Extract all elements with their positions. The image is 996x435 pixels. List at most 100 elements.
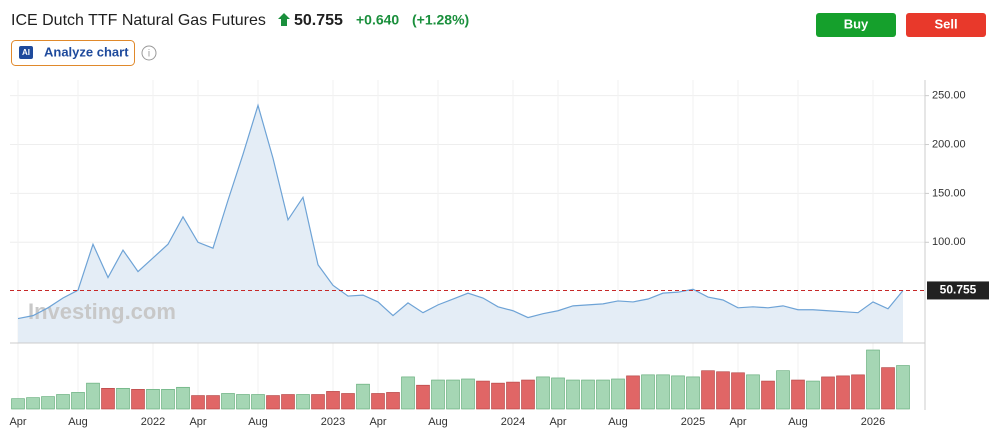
ai-badge-text[interactable]: AI <box>22 48 30 57</box>
x-tick-label: Apr <box>549 416 566 428</box>
change-percent: (+1.28%) <box>412 12 469 28</box>
x-tick-label: 2026 <box>861 416 885 428</box>
volume-bar <box>206 395 220 410</box>
volume-bar <box>221 393 235 410</box>
volume-bar <box>311 394 325 410</box>
x-tick-label: Apr <box>9 416 26 428</box>
volume-bar <box>371 393 385 410</box>
volume-bar <box>581 379 595 410</box>
volume-bar <box>626 375 640 410</box>
volume-bar <box>596 379 610 410</box>
volume-bar <box>266 395 280 410</box>
volume-bar <box>656 374 670 410</box>
volume-bar <box>521 379 535 410</box>
volume-bar <box>551 377 565 410</box>
analyze-button[interactable] <box>11 40 135 66</box>
x-tick-label: Apr <box>189 416 206 428</box>
x-tick-label: Aug <box>788 416 808 428</box>
volume-bar <box>11 398 25 410</box>
x-tick-label: 2022 <box>141 416 165 428</box>
x-tick-label: Aug <box>608 416 628 428</box>
volume-bar <box>476 380 490 410</box>
volume-bar <box>686 376 700 410</box>
volume-bar <box>866 349 880 410</box>
volume-bar <box>806 380 820 410</box>
volume-bar <box>386 392 400 410</box>
volume-bar <box>326 391 340 410</box>
volume-bar <box>116 387 130 410</box>
volume-bar <box>26 397 40 410</box>
volume-bar <box>761 380 775 410</box>
volume-bar <box>836 375 850 410</box>
price: 50.755 <box>294 12 343 29</box>
up-arrow <box>278 13 290 26</box>
volume-bar <box>491 382 505 410</box>
volume-bar <box>641 374 655 410</box>
info-icon-text[interactable]: i <box>148 49 150 60</box>
x-tick-label: 2025 <box>681 416 705 428</box>
volume-bar <box>236 394 250 410</box>
volume-bar <box>611 378 625 410</box>
volume-bar <box>701 370 715 410</box>
volume-bar <box>776 370 790 410</box>
volume-bar <box>401 376 415 410</box>
y-tick-label: 100.00 <box>932 236 966 248</box>
volume-bar <box>416 384 430 410</box>
volume-bar <box>161 389 175 410</box>
x-tick-label: Aug <box>248 416 268 428</box>
volume-bar <box>131 389 145 410</box>
volume-bar <box>821 376 835 410</box>
x-tick-label: 2023 <box>321 416 345 428</box>
analyze-label[interactable]: Analyze chart <box>44 44 129 59</box>
title: ICE Dutch TTF Natural Gas Futures <box>11 12 266 29</box>
y-tick-label: 200.00 <box>932 138 966 150</box>
x-tick-label: Aug <box>428 416 448 428</box>
volume-bar <box>851 374 865 410</box>
volume-bar <box>791 379 805 410</box>
volume-bar <box>251 394 265 410</box>
volume-bar <box>671 375 685 410</box>
volume-bar <box>281 394 295 410</box>
volume-bar <box>71 392 85 410</box>
volume-bar <box>896 365 910 410</box>
volume-bar <box>506 381 520 410</box>
price-tag-label: 50.755 <box>940 283 977 297</box>
x-tick-label: 2024 <box>501 416 525 428</box>
volume-bar <box>341 393 355 410</box>
volume-bar <box>716 371 730 410</box>
volume-bar <box>356 383 370 410</box>
volume-bar <box>176 386 190 410</box>
volume-bar <box>431 379 445 410</box>
volume-bar <box>536 376 550 410</box>
volume-bar <box>446 379 460 410</box>
volume-bar <box>191 395 205 410</box>
volume-bar <box>881 367 895 410</box>
change: +0.640 <box>356 12 399 28</box>
x-tick-label: Apr <box>369 416 386 428</box>
volume-bar <box>86 382 100 410</box>
sell-button[interactable] <box>906 13 986 37</box>
buy-button[interactable] <box>816 13 896 37</box>
area <box>18 105 903 343</box>
volume-bar <box>101 387 115 410</box>
ai-badge[interactable] <box>19 46 33 59</box>
volume-bar <box>56 394 70 410</box>
volume-bar <box>41 396 55 410</box>
line <box>17 103 904 320</box>
buy-label[interactable]: Buy <box>844 16 869 31</box>
volume-bar <box>296 394 310 410</box>
watermark: Investing.com <box>28 299 176 324</box>
x-tick-label: Aug <box>68 416 88 428</box>
volume-bar <box>731 372 745 410</box>
info-icon[interactable] <box>141 45 157 61</box>
sell-label[interactable]: Sell <box>934 16 957 31</box>
volume-bar <box>566 379 580 410</box>
y-tick-label: 250.00 <box>932 90 966 102</box>
y-tick-label: 150.00 <box>932 187 966 199</box>
x-tick-label: Apr <box>729 416 746 428</box>
volume-bar <box>461 378 475 410</box>
volume-bar <box>146 389 160 410</box>
price-tag <box>927 281 989 300</box>
